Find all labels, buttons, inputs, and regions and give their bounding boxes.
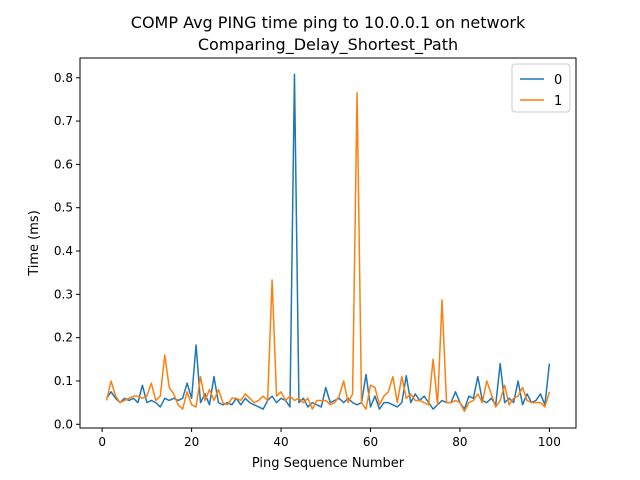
y-axis-label: Time (ms)	[27, 210, 42, 277]
y-axis: 0.0 0.1 0.2 0.3 0.4 0.5 0.6 0.7 0.8	[54, 71, 80, 431]
y-tick-label: 0.2	[54, 331, 73, 345]
legend: 01	[511, 63, 571, 113]
y-tick-label: 0.0	[54, 417, 73, 431]
y-tick-label: 0.7	[54, 114, 73, 128]
x-tick-label: 20	[184, 435, 199, 449]
y-tick-label: 0.8	[54, 71, 73, 85]
series-line-0	[105, 73, 551, 410]
y-tick-label: 0.6	[54, 157, 73, 171]
chart-title-line-1: COMP Avg PING time ping to 10.0.0.1 on n…	[131, 13, 526, 32]
x-axis-label: Ping Sequence Number	[252, 456, 405, 471]
x-axis: 0 20 40 60 80 100	[98, 428, 561, 449]
plot-series	[105, 73, 551, 413]
legend-label-0: 0	[554, 73, 562, 88]
y-tick-label: 0.4	[54, 244, 73, 258]
chart-title-line-2: Comparing_Delay_Shortest_Path	[198, 35, 458, 55]
y-tick-label: 0.3	[54, 287, 73, 301]
y-tick-label: 0.1	[54, 374, 73, 388]
x-tick-label: 40	[273, 435, 288, 449]
y-tick-label: 0.5	[54, 201, 73, 215]
x-tick-label: 100	[538, 435, 561, 449]
legend-label-1: 1	[554, 94, 562, 109]
x-tick-label: 0	[98, 435, 106, 449]
plot-area-frame	[79, 57, 577, 429]
series-line-1	[105, 92, 551, 413]
x-tick-label: 60	[363, 435, 378, 449]
x-tick-label: 80	[452, 435, 467, 449]
